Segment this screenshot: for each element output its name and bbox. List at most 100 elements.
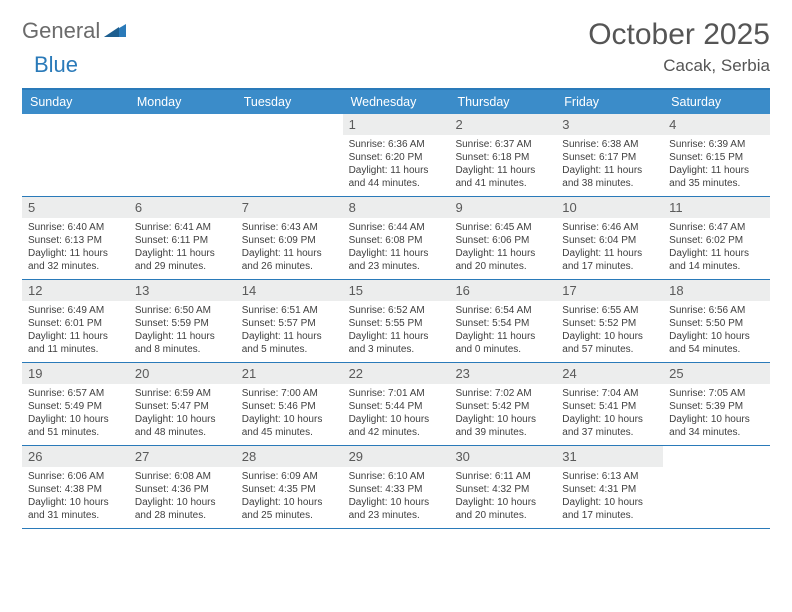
week-row: 1Sunrise: 6:36 AMSunset: 6:20 PMDaylight…	[22, 114, 770, 197]
detail-line: Daylight: 11 hours	[135, 330, 230, 343]
day-detail: Sunrise: 6:36 AMSunset: 6:20 PMDaylight:…	[343, 135, 450, 196]
detail-line: Sunset: 6:11 PM	[135, 234, 230, 247]
detail-line: and 5 minutes.	[242, 343, 337, 356]
detail-line: and 48 minutes.	[135, 426, 230, 439]
day-detail: Sunrise: 6:45 AMSunset: 6:06 PMDaylight:…	[449, 218, 556, 279]
detail-line: Daylight: 11 hours	[349, 247, 444, 260]
day-cell: 10Sunrise: 6:46 AMSunset: 6:04 PMDayligh…	[556, 197, 663, 279]
day-number: 10	[556, 197, 663, 218]
detail-line: Sunset: 5:42 PM	[455, 400, 550, 413]
detail-line: and 23 minutes.	[349, 260, 444, 273]
day-detail: Sunrise: 6:55 AMSunset: 5:52 PMDaylight:…	[556, 301, 663, 362]
day-cell: 2Sunrise: 6:37 AMSunset: 6:18 PMDaylight…	[449, 114, 556, 196]
day-detail	[22, 135, 129, 187]
detail-line: and 17 minutes.	[562, 260, 657, 273]
detail-line: Sunrise: 6:09 AM	[242, 470, 337, 483]
detail-line: and 20 minutes.	[455, 509, 550, 522]
detail-line: and 57 minutes.	[562, 343, 657, 356]
day-cell: 7Sunrise: 6:43 AMSunset: 6:09 PMDaylight…	[236, 197, 343, 279]
detail-line: and 39 minutes.	[455, 426, 550, 439]
detail-line: Sunrise: 6:46 AM	[562, 221, 657, 234]
day-number: 23	[449, 363, 556, 384]
day-cell: 8Sunrise: 6:44 AMSunset: 6:08 PMDaylight…	[343, 197, 450, 279]
detail-line: and 25 minutes.	[242, 509, 337, 522]
detail-line: Sunrise: 6:50 AM	[135, 304, 230, 317]
day-cell: 11Sunrise: 6:47 AMSunset: 6:02 PMDayligh…	[663, 197, 770, 279]
detail-line: and 14 minutes.	[669, 260, 764, 273]
day-cell: 24Sunrise: 7:04 AMSunset: 5:41 PMDayligh…	[556, 363, 663, 445]
detail-line: Sunrise: 6:57 AM	[28, 387, 123, 400]
detail-line: Sunrise: 6:43 AM	[242, 221, 337, 234]
logo-triangle-icon	[104, 21, 126, 42]
day-detail: Sunrise: 6:44 AMSunset: 6:08 PMDaylight:…	[343, 218, 450, 279]
detail-line: Sunrise: 7:01 AM	[349, 387, 444, 400]
detail-line: Sunrise: 6:38 AM	[562, 138, 657, 151]
day-detail: Sunrise: 6:38 AMSunset: 6:17 PMDaylight:…	[556, 135, 663, 196]
day-cell: 19Sunrise: 6:57 AMSunset: 5:49 PMDayligh…	[22, 363, 129, 445]
detail-line: Sunset: 6:04 PM	[562, 234, 657, 247]
day-number: 29	[343, 446, 450, 467]
detail-line: Sunset: 6:08 PM	[349, 234, 444, 247]
detail-line: Sunrise: 6:59 AM	[135, 387, 230, 400]
day-header-row: SundayMondayTuesdayWednesdayThursdayFrid…	[22, 90, 770, 114]
day-number: 30	[449, 446, 556, 467]
detail-line: and 34 minutes.	[669, 426, 764, 439]
day-cell: 28Sunrise: 6:09 AMSunset: 4:35 PMDayligh…	[236, 446, 343, 528]
detail-line: Daylight: 10 hours	[562, 496, 657, 509]
detail-line: and 3 minutes.	[349, 343, 444, 356]
detail-line: and 51 minutes.	[28, 426, 123, 439]
detail-line: and 42 minutes.	[349, 426, 444, 439]
detail-line: Sunrise: 6:51 AM	[242, 304, 337, 317]
detail-line: Daylight: 11 hours	[669, 247, 764, 260]
day-cell: 13Sunrise: 6:50 AMSunset: 5:59 PMDayligh…	[129, 280, 236, 362]
detail-line: Sunrise: 6:44 AM	[349, 221, 444, 234]
day-number: 28	[236, 446, 343, 467]
detail-line: Sunset: 5:54 PM	[455, 317, 550, 330]
detail-line: Daylight: 10 hours	[669, 413, 764, 426]
day-number	[236, 114, 343, 135]
day-number: 11	[663, 197, 770, 218]
detail-line: Sunset: 6:02 PM	[669, 234, 764, 247]
day-cell: 18Sunrise: 6:56 AMSunset: 5:50 PMDayligh…	[663, 280, 770, 362]
detail-line: Sunset: 6:15 PM	[669, 151, 764, 164]
day-number: 6	[129, 197, 236, 218]
day-cell: 22Sunrise: 7:01 AMSunset: 5:44 PMDayligh…	[343, 363, 450, 445]
day-cell: 29Sunrise: 6:10 AMSunset: 4:33 PMDayligh…	[343, 446, 450, 528]
week-row: 5Sunrise: 6:40 AMSunset: 6:13 PMDaylight…	[22, 197, 770, 280]
day-detail: Sunrise: 6:39 AMSunset: 6:15 PMDaylight:…	[663, 135, 770, 196]
day-cell: 30Sunrise: 6:11 AMSunset: 4:32 PMDayligh…	[449, 446, 556, 528]
location-label: Cacak, Serbia	[588, 56, 770, 76]
detail-line: Daylight: 10 hours	[562, 413, 657, 426]
day-detail: Sunrise: 6:40 AMSunset: 6:13 PMDaylight:…	[22, 218, 129, 279]
day-header: Monday	[129, 90, 236, 114]
day-cell: 16Sunrise: 6:54 AMSunset: 5:54 PMDayligh…	[449, 280, 556, 362]
detail-line: Daylight: 10 hours	[135, 496, 230, 509]
detail-line: Daylight: 10 hours	[349, 413, 444, 426]
day-detail: Sunrise: 6:47 AMSunset: 6:02 PMDaylight:…	[663, 218, 770, 279]
day-number: 24	[556, 363, 663, 384]
day-number: 1	[343, 114, 450, 135]
day-cell: 1Sunrise: 6:36 AMSunset: 6:20 PMDaylight…	[343, 114, 450, 196]
detail-line: Sunset: 4:32 PM	[455, 483, 550, 496]
day-number	[22, 114, 129, 135]
day-cell: 17Sunrise: 6:55 AMSunset: 5:52 PMDayligh…	[556, 280, 663, 362]
detail-line: Daylight: 10 hours	[28, 413, 123, 426]
detail-line: Daylight: 10 hours	[135, 413, 230, 426]
detail-line: Sunrise: 6:10 AM	[349, 470, 444, 483]
day-detail: Sunrise: 6:56 AMSunset: 5:50 PMDaylight:…	[663, 301, 770, 362]
day-header: Tuesday	[236, 90, 343, 114]
day-cell: 25Sunrise: 7:05 AMSunset: 5:39 PMDayligh…	[663, 363, 770, 445]
brand-text-2: Blue	[34, 52, 78, 77]
detail-line: Sunrise: 7:05 AM	[669, 387, 764, 400]
day-detail: Sunrise: 7:04 AMSunset: 5:41 PMDaylight:…	[556, 384, 663, 445]
detail-line: Sunrise: 6:11 AM	[455, 470, 550, 483]
day-number: 14	[236, 280, 343, 301]
day-detail	[129, 135, 236, 187]
detail-line: and 35 minutes.	[669, 177, 764, 190]
detail-line: Sunset: 6:09 PM	[242, 234, 337, 247]
day-header: Saturday	[663, 90, 770, 114]
detail-line: Sunset: 6:18 PM	[455, 151, 550, 164]
day-detail: Sunrise: 6:08 AMSunset: 4:36 PMDaylight:…	[129, 467, 236, 528]
day-header: Friday	[556, 90, 663, 114]
detail-line: Sunrise: 6:45 AM	[455, 221, 550, 234]
